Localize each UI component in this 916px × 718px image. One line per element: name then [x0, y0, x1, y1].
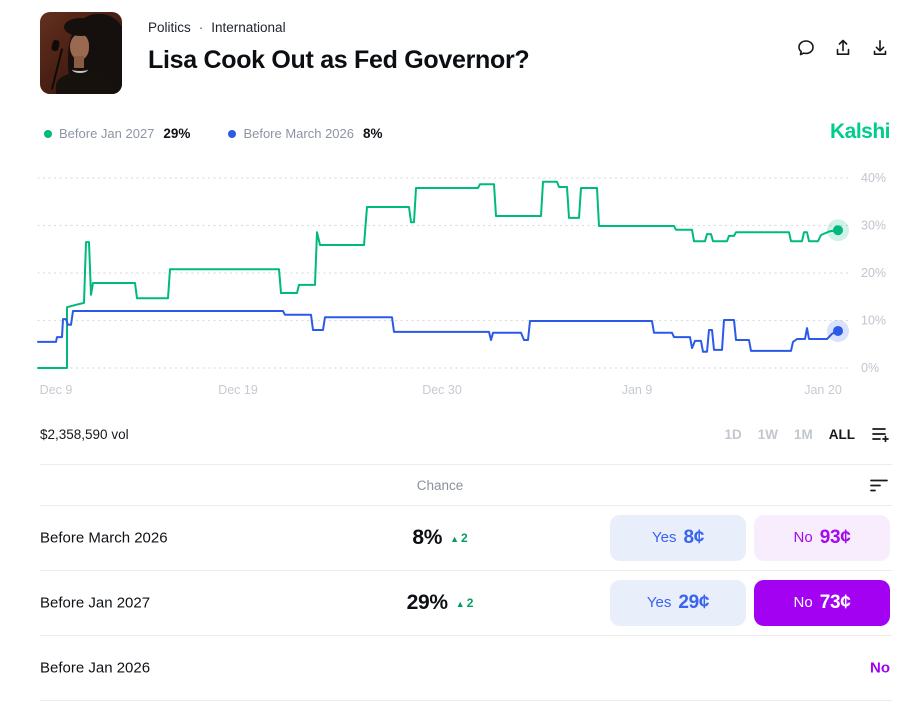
y-axis-tick: 20%: [861, 266, 886, 280]
x-axis-tick: Dec 19: [218, 383, 258, 397]
market-name: Before Jan 2027: [40, 594, 151, 611]
comment-icon[interactable]: [796, 38, 816, 58]
chance-delta: 2: [450, 531, 468, 545]
portrait-neck: [74, 56, 84, 68]
chart-legend: Before Jan 2027 29% Before March 2026 8%: [44, 126, 383, 141]
legend-value: 29%: [163, 126, 191, 141]
download-icon[interactable]: [870, 38, 890, 58]
chance-value: 8%: [412, 525, 443, 549]
legend-dot-blue: [228, 129, 237, 138]
divider: [40, 700, 892, 701]
header-actions: [796, 38, 890, 58]
breadcrumb-subcategory[interactable]: International: [211, 20, 286, 35]
divider: [40, 464, 892, 465]
series-line: [37, 180, 839, 369]
kalshi-logo: Kalshi: [829, 120, 891, 143]
divider: [40, 570, 892, 571]
range-1d[interactable]: 1D: [724, 426, 742, 442]
resolved-outcome: No: [870, 659, 890, 676]
chance-cell: 29% 2: [407, 591, 474, 615]
y-axis-tick: 30%: [861, 219, 886, 233]
chance-delta: 2: [456, 596, 474, 610]
yes-button[interactable]: Yes 29¢: [610, 579, 746, 626]
x-axis-tick: Jan 20: [804, 383, 842, 397]
event-thumbnail: [40, 12, 122, 94]
y-axis-tick: 10%: [861, 314, 886, 328]
no-button[interactable]: No 93¢: [754, 514, 890, 561]
legend-label: Before Jan 2027: [59, 126, 155, 141]
page-title: Lisa Cook Out as Fed Governor?: [148, 46, 530, 74]
chance-cell: 8% 2: [412, 526, 467, 550]
series-line: [37, 310, 839, 353]
portrait-face: [70, 34, 89, 60]
up-arrow-icon: [450, 531, 459, 545]
chart-canvas[interactable]: 0% 10% 20% 30% 40% Dec 9 Dec 19 Dec 30 Jan 9 Jan …: [0, 165, 916, 405]
series-endpoint-dot: [833, 225, 843, 236]
market-name: Before Jan 2026: [40, 659, 151, 676]
time-range-selector: 1D 1W 1M ALL: [724, 426, 890, 442]
market-row-before-jan-2026: Before Jan 2026 No: [0, 635, 916, 700]
breadcrumb-separator: ·: [198, 20, 204, 35]
chance-value: 29%: [406, 590, 448, 614]
x-axis-tick: Dec 9: [40, 383, 73, 397]
portrait-necklace: [72, 66, 88, 73]
portrait-body: [56, 72, 114, 94]
up-arrow-icon: [456, 596, 465, 610]
market-row-before-march-2026: Before March 2026 8% 2 Yes 8¢ No 93¢: [0, 505, 916, 570]
legend-item-before-jan-2027: Before Jan 2027 29%: [44, 126, 190, 141]
divider: [40, 505, 892, 506]
share-icon[interactable]: [833, 38, 853, 58]
add-to-list-icon[interactable]: [871, 426, 890, 442]
y-axis-tick: 40%: [861, 171, 886, 185]
volume-label: $2,358,590 vol: [40, 427, 129, 442]
range-1m[interactable]: 1M: [793, 426, 813, 442]
market-name: Before March 2026: [40, 529, 168, 546]
microphone-icon: [50, 39, 61, 52]
legend-dot-green: [44, 129, 52, 138]
legend-value: 8%: [363, 126, 383, 141]
y-axis-tick: 0%: [861, 361, 879, 375]
breadcrumb-category[interactable]: Politics: [148, 20, 191, 35]
breadcrumb: Politics · International: [148, 20, 286, 35]
price-chart[interactable]: 0% 10% 20% 30% 40% Dec 9 Dec 19 Dec 30 Jan 9 Jan …: [0, 165, 916, 405]
market-row-before-jan-2027: Before Jan 2027 29% 2 Yes 29¢ No 73¢: [0, 570, 916, 635]
no-button[interactable]: No 73¢: [754, 579, 890, 626]
sort-icon[interactable]: [870, 479, 888, 497]
legend-label: Before March 2026: [243, 126, 355, 141]
yes-button[interactable]: Yes 8¢: [610, 514, 746, 561]
column-header-chance: Chance: [416, 478, 464, 493]
portrait-bangs: [64, 18, 98, 36]
divider: [40, 635, 892, 636]
legend-item-before-march-2026: Before March 2026 8%: [228, 126, 383, 141]
range-1w[interactable]: 1W: [757, 426, 778, 442]
series-endpoint-dot: [833, 325, 843, 336]
range-all[interactable]: ALL: [828, 426, 855, 442]
x-axis-tick: Jan 9: [622, 383, 653, 397]
x-axis-tick: Dec 30: [422, 383, 462, 397]
